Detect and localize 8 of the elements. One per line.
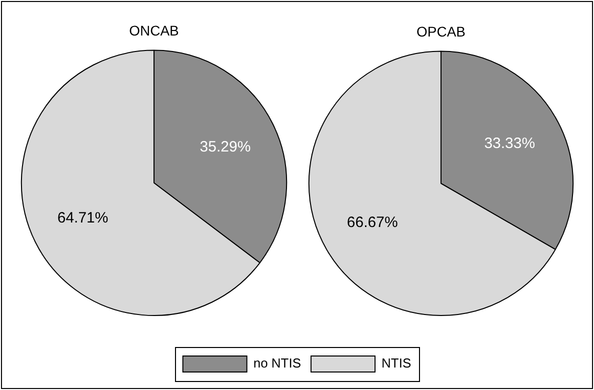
legend-label: no NTIS	[253, 356, 302, 371]
chart-title: ONCAB	[129, 22, 179, 38]
data-label: 35.29%	[200, 138, 251, 156]
chart-title: OPCAB	[416, 23, 466, 40]
data-label: 66.67%	[346, 214, 398, 232]
data-label: 33.33%	[484, 134, 536, 152]
data-label: 64.71%	[57, 210, 108, 227]
legend-label: NTIS	[382, 356, 412, 371]
